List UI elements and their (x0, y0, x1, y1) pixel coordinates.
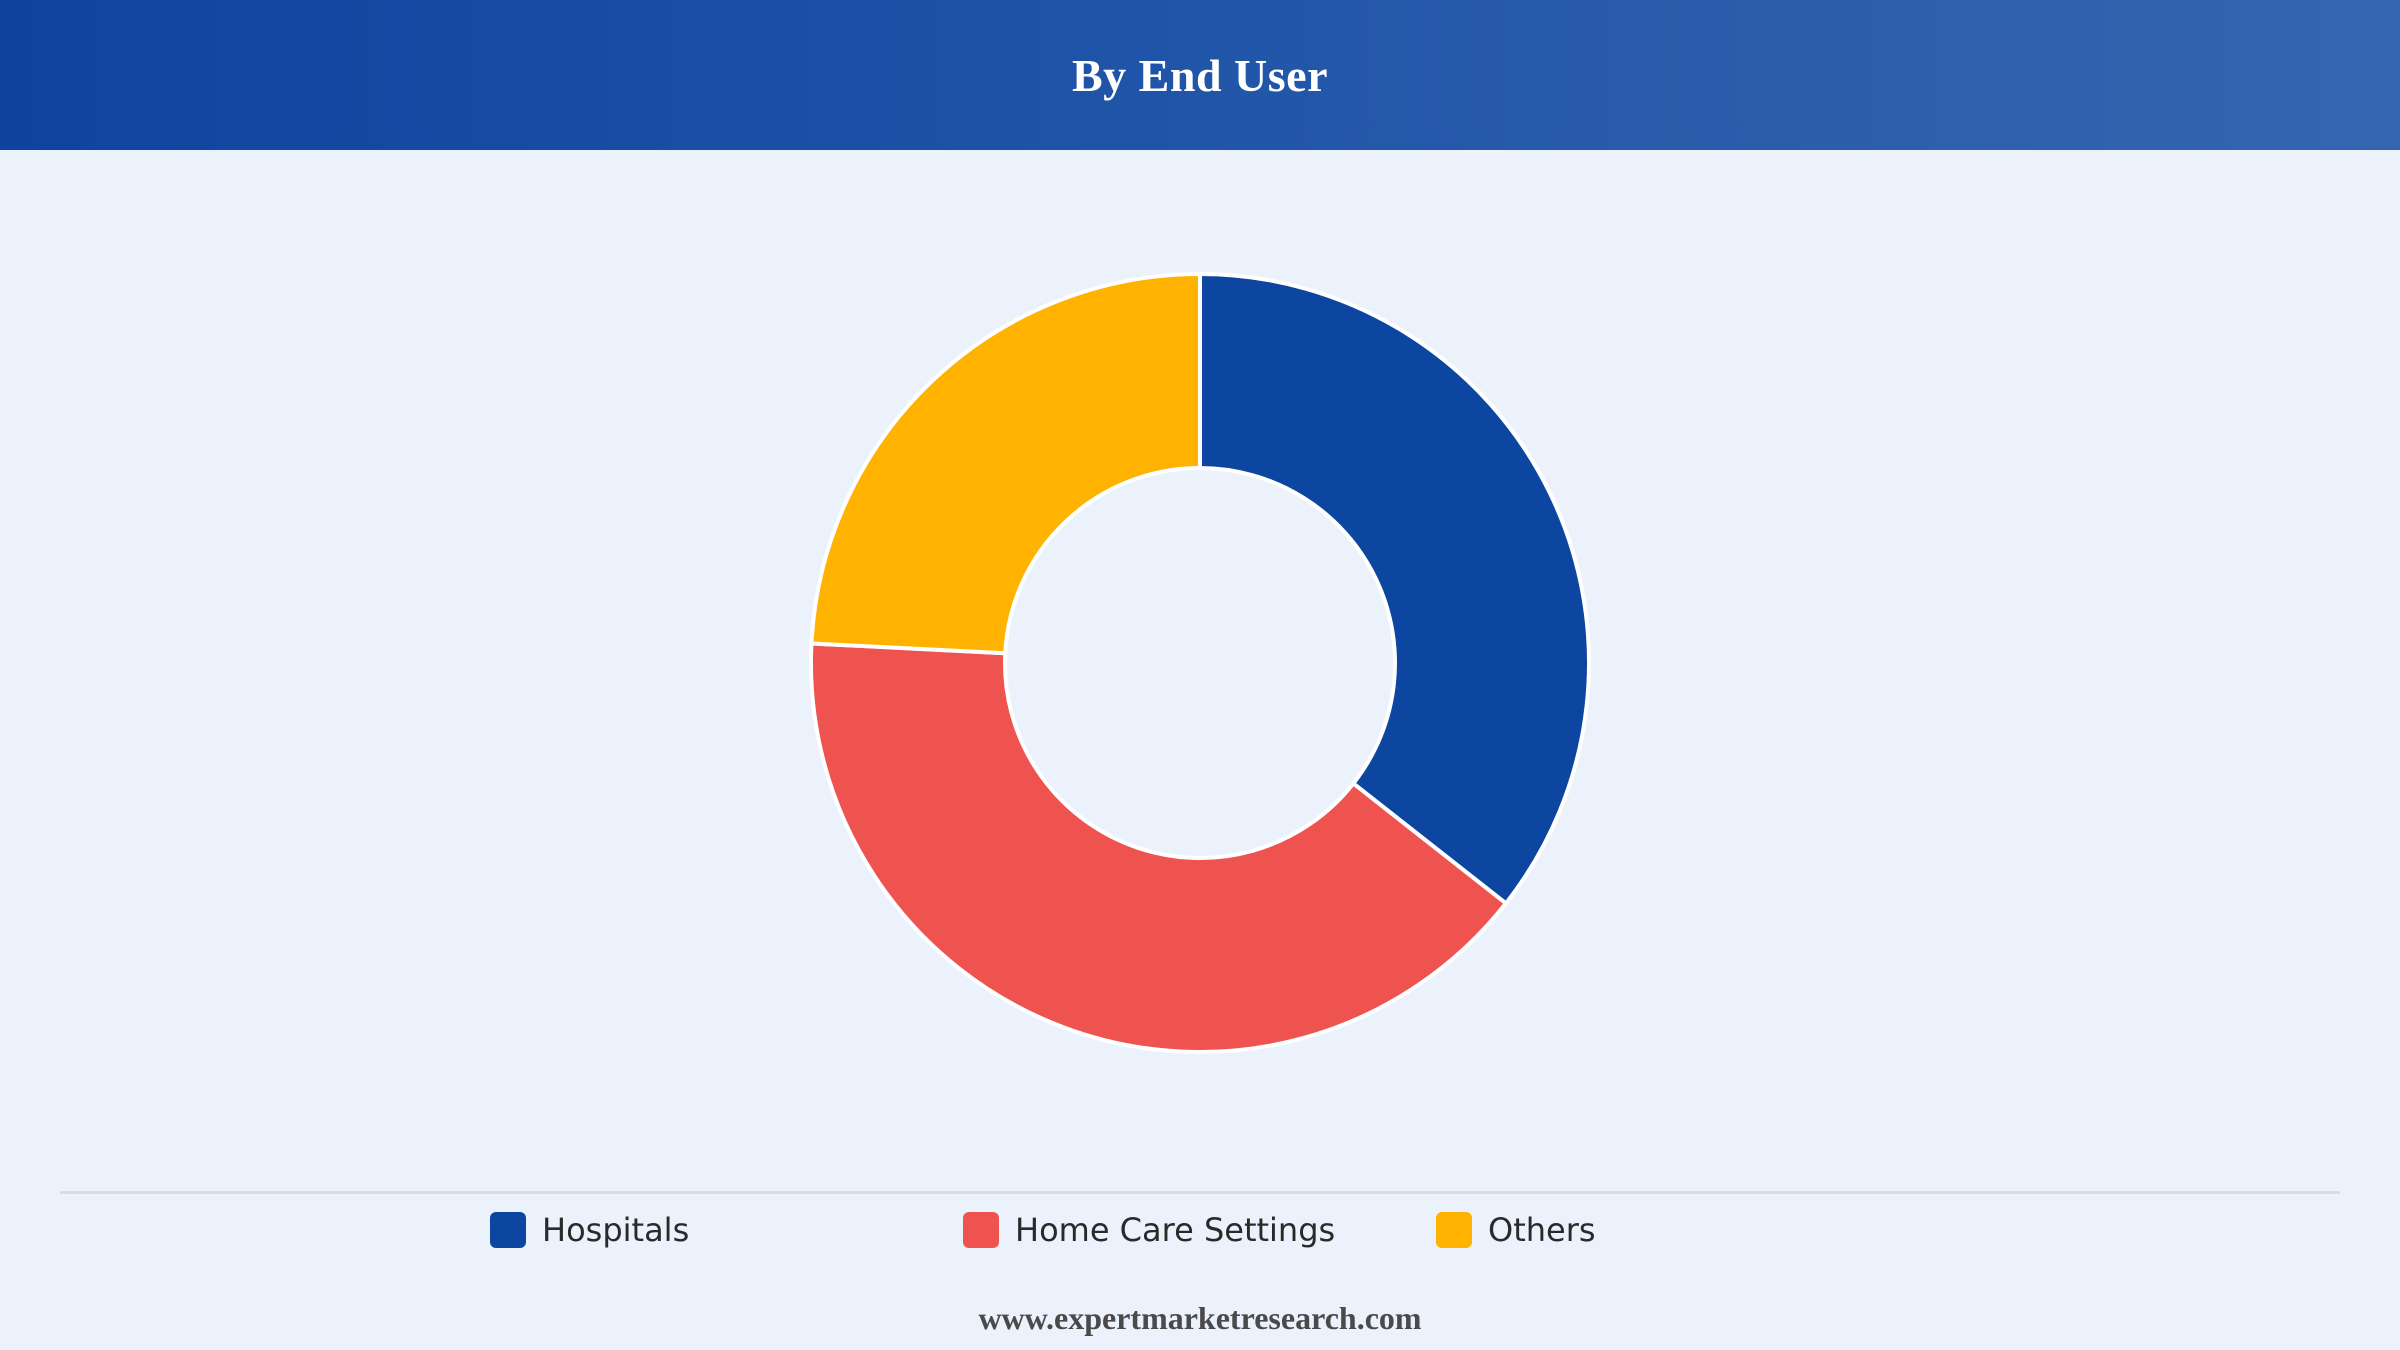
donut-chart-area (0, 150, 2400, 1190)
donut-slice-home-care-settings[interactable] (809, 641, 1508, 1054)
legend-swatch-others (1436, 1212, 1472, 1248)
legend-divider (60, 1191, 2340, 1194)
legend-item-others[interactable]: Others (1436, 1205, 1596, 1255)
chart-header: By End User (0, 0, 2400, 150)
legend-item-home-care-settings[interactable]: Home Care Settings (963, 1205, 1335, 1255)
legend-label-hospitals: Hospitals (542, 1211, 690, 1249)
donut-slice-hospitals[interactable] (1198, 272, 1591, 906)
legend-swatch-hospitals (490, 1212, 526, 1248)
chart-title: By End User (1072, 49, 1328, 101)
legend-item-hospitals[interactable]: Hospitals (490, 1205, 689, 1255)
donut-slice-others[interactable] (809, 272, 1202, 656)
legend-label-home-care-settings: Home Care Settings (1015, 1211, 1336, 1249)
source-url: www.expertmarketresearch.com (978, 1300, 1422, 1336)
legend-label-others: Others (1488, 1211, 1596, 1249)
chart-legend: Hospitals Home Care Settings Others (0, 1205, 2400, 1255)
donut-chart (809, 272, 1591, 1054)
legend-swatch-home-care-settings (963, 1212, 999, 1248)
